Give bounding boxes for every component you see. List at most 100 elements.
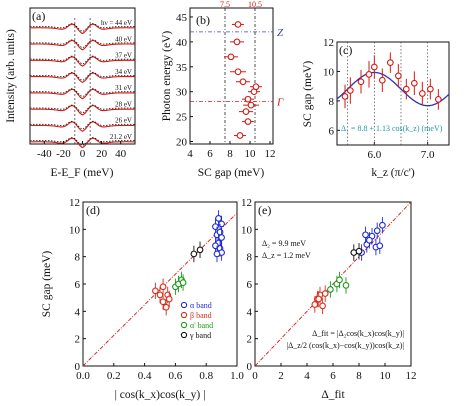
panel-b-point	[244, 95, 252, 103]
panel-d-point	[165, 295, 173, 303]
panel-c-point	[410, 79, 418, 87]
panel-c-ytick-label: 6	[329, 125, 335, 137]
panel-e-xtick-label: 2	[278, 370, 284, 382]
panel-a-xlabel: E-E_F (meV)	[51, 167, 114, 179]
panel-d-legend-label: α band	[190, 301, 212, 310]
panel-e-ytick-label: 6	[247, 279, 253, 291]
panel-a-xtick-label: 20	[96, 148, 108, 160]
panel-c-point	[378, 76, 386, 84]
panel-d-legend-label: β band	[190, 311, 212, 320]
panel-d-point	[179, 279, 187, 286]
panel-a-xtick-label: 0	[80, 148, 86, 160]
panel-c-plot: 6.0 7.0 6 8 10 12 Δ₁ = 8.8 + 1.13 cos(k_z) (me…	[323, 37, 450, 161]
panel-e-point	[321, 290, 329, 297]
panel-c-frame	[336, 41, 450, 146]
panel-b-xtick-label: 10	[245, 148, 257, 160]
panel-a-xtick-label: -20	[56, 148, 71, 160]
panel-b-ytick-label: 35	[176, 62, 188, 74]
panel-d-xtick-label: 0.0	[76, 370, 90, 382]
panel-c-point	[341, 93, 349, 100]
panel-d-point	[162, 303, 170, 311]
panel-b-point	[239, 78, 247, 86]
panel-b-point	[244, 118, 252, 125]
panel-c-annotation: Δ₁ = 8.8 + 1.13 cos(k_z) (meV)	[341, 124, 443, 133]
panel-a-label: (a)	[32, 9, 45, 23]
panel-e-point	[362, 231, 369, 239]
panel-c-ylabel: SC gap (meV)	[302, 61, 314, 128]
panel-d-point	[159, 298, 167, 306]
panel-a-edc-curve	[30, 105, 135, 116]
panel-c-xtick-label: 6.0	[367, 149, 381, 161]
panel-d-point	[156, 291, 164, 299]
panel-a-edc-curve	[30, 56, 135, 67]
panel-b-ylabel: Photon energy (eV)	[161, 31, 173, 122]
panel-d-legend-label: α' band	[190, 321, 213, 330]
panel-d-ylabel: SC gap (meV)	[41, 251, 53, 318]
panel-b-label: (b)	[196, 13, 210, 27]
panel-e-ytick-label: 8	[247, 252, 253, 264]
panel-b-xtick-label: 8	[227, 148, 233, 160]
panel-b-top-tick-label: 10.5	[248, 0, 262, 9]
panel-b: (b) 4 6 8 10 12 20 25 30 35 40 45 7.5 10.5 Z Γ SC gap …	[161, 0, 284, 179]
panel-e-annotation: Δ_fit = |Δ₂cos(k_x)cos(k_y)|	[312, 329, 404, 338]
panel-b-xlabel: SC gap (meV)	[198, 167, 265, 179]
panel-c-point	[346, 87, 354, 94]
panel-a-edc-curve	[30, 121, 135, 132]
panel-c-point	[365, 71, 373, 78]
panel-b-ytick-label: 40	[176, 37, 188, 49]
panel-a-curve-label: hν = 44 eV	[101, 19, 132, 27]
panel-a-edc-curve	[30, 39, 135, 51]
panel-a-curve-label: 21.2 eV	[110, 133, 132, 141]
panel-c-point	[434, 96, 442, 103]
panel-a-curves: hν = 44 eV 40 eV 37 eV 34 eV 31 eV 28 eV 26 eV…	[30, 18, 135, 149]
panel-a-edc-curve	[30, 72, 135, 84]
panel-d-xtick-label: 0.8	[199, 370, 213, 382]
panel-c-xlabel: k_z (π/c')	[371, 167, 414, 179]
panel-d-ytick-label: 4	[75, 306, 81, 318]
panel-e-ytick-label: 12	[241, 197, 252, 209]
panel-d-legend-marker	[180, 311, 188, 319]
panel-d-point	[196, 246, 204, 254]
panel-a-curve-label: 37 eV	[115, 52, 132, 60]
panel-b-point	[233, 38, 241, 46]
panel-d-ytick-label: 0	[75, 361, 81, 373]
panel-b-point	[242, 108, 250, 115]
panel-d-point	[213, 250, 221, 258]
panel-a-xtick-label: 40	[115, 148, 127, 160]
panel-b-xtick-label: 4	[187, 148, 193, 160]
panel-b-ytick-label: 20	[176, 137, 188, 149]
panel-c-point	[386, 59, 394, 66]
panel-b-point	[236, 132, 244, 139]
panel-a: (a) hν = 44 eV 40 eV 37 eV 34 eV 31 eV 28 eV 2…	[5, 7, 136, 179]
panel-a-curve-label: 40 eV	[115, 35, 132, 43]
panel-e-point	[327, 286, 334, 293]
panel-c-label: (c)	[339, 43, 352, 57]
panel-b-hline-label: Z	[277, 27, 284, 39]
panel-d-xtick-label: 0.6	[169, 370, 183, 382]
panel-e-point	[355, 247, 363, 255]
panel-b-point	[252, 83, 260, 91]
panel-e-ytick-label: 2	[247, 334, 253, 346]
panel-b-point	[227, 53, 235, 61]
panel-a-edc-curve	[30, 137, 135, 149]
panel-d-legend-marker	[180, 321, 188, 329]
panel-c-ytick-label: 8	[329, 96, 335, 108]
panel-e-point	[366, 236, 373, 244]
panel-d-point	[190, 250, 198, 258]
panel-d-ytick-label: 12	[69, 197, 80, 209]
panel-b-ytick-label: 25	[176, 112, 188, 124]
panel-e-ytick-label: 10	[241, 224, 253, 236]
panel-e-xtick-label: 8	[356, 370, 362, 382]
panel-e-point	[379, 221, 386, 229]
panel-d-legend-marker	[180, 301, 188, 309]
panel-d-xlabel: | cos(k_x)cos(k_y) |	[115, 389, 206, 401]
panel-e-xlabel: Δ_fit	[321, 389, 345, 401]
panel-c-point	[426, 85, 434, 93]
panel-a-curve-label: 26 eV	[115, 117, 132, 125]
panel-d-point	[218, 234, 225, 241]
panel-d-label: (d)	[86, 203, 100, 217]
panel-e-point	[315, 295, 323, 303]
panel-e-point	[342, 282, 350, 289]
